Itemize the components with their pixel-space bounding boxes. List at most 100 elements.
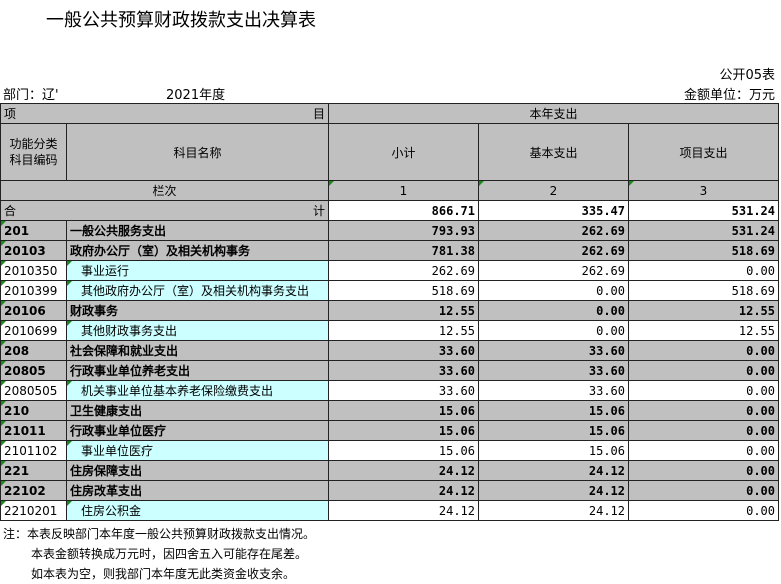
row-basic: 24.12 [478, 500, 629, 521]
row-name: 财政事务 [66, 300, 329, 321]
row-subtotal: 33.60 [328, 360, 479, 381]
header-subject-name: 科目名称 [66, 123, 329, 181]
row-subtotal: 793.93 [328, 220, 479, 241]
row-subtotal: 518.69 [328, 280, 479, 301]
row-basic: 33.60 [478, 340, 629, 361]
row-project: 0.00 [628, 440, 779, 461]
header-xiang: 项 [4, 107, 17, 121]
header-current-year: 本年支出 [328, 103, 779, 124]
table-row: 2080505 机关事业单位基本养老保险缴费支出 33.60 33.60 0.00 [0, 380, 779, 401]
row-basic: 0.00 [478, 320, 629, 341]
row-basic: 0.00 [478, 300, 629, 321]
row-subtotal: 33.60 [328, 380, 479, 401]
header-mu: 目 [312, 107, 325, 121]
row-project: 0.00 [628, 480, 779, 501]
row-project: 0.00 [628, 400, 779, 421]
row-name: 社会保障和就业支出 [66, 340, 329, 361]
table-row: 2010399 其他政府办公厅（室）及相关机构事务支出 518.69 0.00 518.… [0, 280, 779, 301]
row-name: 机关事业单位基本养老保险缴费支出 [66, 380, 329, 401]
row-project: 0.00 [628, 360, 779, 381]
header-subtotal: 小计 [328, 123, 479, 181]
table-row: 20103 政府办公厅（室）及相关机构事务 781.38 262.69 518.69 [0, 240, 779, 261]
table-row: 221 住房保障支出 24.12 24.12 0.00 [0, 460, 779, 481]
row-code: 21011 [0, 420, 67, 441]
row-basic: 262.69 [478, 260, 629, 281]
header-row-2: 功能分类 科目编码 科目名称 小计 基本支出 项目支出 [0, 123, 779, 181]
table-row: 2010699 其他财政事务支出 12.55 0.00 12.55 [0, 320, 779, 341]
row-project: 12.55 [628, 320, 779, 341]
table-row: 20805 行政事业单位养老支出 33.60 33.60 0.00 [0, 360, 779, 381]
row-basic: 0.00 [478, 280, 629, 301]
table-row: 201 一般公共服务支出 793.93 262.69 531.24 [0, 220, 779, 241]
header-row-1: 项 目 本年支出 [0, 103, 779, 124]
row-project: 0.00 [628, 380, 779, 401]
total-project: 531.24 [628, 200, 779, 221]
row-name: 政府办公厅（室）及相关机构事务 [66, 240, 329, 261]
row-project: 0.00 [628, 460, 779, 481]
row-name: 一般公共服务支出 [66, 220, 329, 241]
row-subtotal: 33.60 [328, 340, 479, 361]
row-project: 0.00 [628, 500, 779, 521]
form-number: 公开05表 [719, 68, 775, 83]
row-basic: 24.12 [478, 460, 629, 481]
row-project: 12.55 [628, 300, 779, 321]
row-code: 2210201 [0, 500, 67, 521]
row-code: 208 [0, 340, 67, 361]
column-index-row: 栏次 1 2 3 [0, 180, 779, 201]
page-title: 一般公共预算财政拨款支出决算表 [46, 10, 316, 31]
header-func-code-line1: 功能分类 [9, 137, 58, 151]
col-2: 2 [478, 180, 629, 201]
row-subtotal: 12.55 [328, 320, 479, 341]
row-subtotal: 15.06 [328, 400, 479, 421]
table-row: 2210201 住房公积金 24.12 24.12 0.00 [0, 500, 779, 521]
row-subtotal: 24.12 [328, 460, 479, 481]
row-subtotal: 24.12 [328, 480, 479, 501]
expenditure-table: 项 目 本年支出 功能分类 科目编码 科目名称 小计 基本支出 项目支出 栏次 … [0, 103, 779, 521]
row-code: 20103 [0, 240, 67, 261]
note-line-2: 本表金额转换成万元时，因四舍五入可能存在尾差。 [31, 547, 308, 561]
row-project: 0.00 [628, 420, 779, 441]
total-subtotal: 866.71 [328, 200, 479, 221]
table-row: 2101102 事业单位医疗 15.06 15.06 0.00 [0, 440, 779, 461]
table-row: 20106 财政事务 12.55 0.00 12.55 [0, 300, 779, 321]
row-subtotal: 12.55 [328, 300, 479, 321]
row-code: 221 [0, 460, 67, 481]
row-code: 2010399 [0, 280, 67, 301]
note-line-3: 如本表为空，则我部门本年度无此类资金收支余。 [31, 567, 296, 581]
table-row: 210 卫生健康支出 15.06 15.06 0.00 [0, 400, 779, 421]
row-subtotal: 781.38 [328, 240, 479, 261]
total-he: 合 [4, 204, 17, 218]
notes: 注：本表反映部门本年度一般公共预算财政拨款支出情况。 本表金额转换成万元时，因四… [3, 524, 315, 584]
col-3: 3 [628, 180, 779, 201]
row-project: 0.00 [628, 260, 779, 281]
total-label: 合 计 [0, 200, 329, 221]
table-body: 201 一般公共服务支出 793.93 262.69 531.24 20103 政府办公厅（… [0, 220, 779, 521]
row-name: 其他财政事务支出 [66, 320, 329, 341]
col-label: 栏次 [0, 180, 329, 201]
row-code: 210 [0, 400, 67, 421]
row-code: 20106 [0, 300, 67, 321]
row-name: 住房保障支出 [66, 460, 329, 481]
row-basic: 15.06 [478, 420, 629, 441]
row-basic: 15.06 [478, 440, 629, 461]
row-code: 22102 [0, 480, 67, 501]
row-name: 行政事业单位医疗 [66, 420, 329, 441]
row-name: 事业单位医疗 [66, 440, 329, 461]
row-subtotal: 15.06 [328, 440, 479, 461]
note-line-1: 注：本表反映部门本年度一般公共预算财政拨款支出情况。 [3, 527, 316, 541]
header-project: 项目支出 [628, 123, 779, 181]
row-code: 2010350 [0, 260, 67, 281]
row-basic: 33.60 [478, 360, 629, 381]
header-xiang-mu: 项 目 [0, 103, 329, 124]
header-basic: 基本支出 [478, 123, 629, 181]
row-basic: 33.60 [478, 380, 629, 401]
row-subtotal: 262.69 [328, 260, 479, 281]
row-name: 住房公积金 [66, 500, 329, 521]
header-func-code-line2: 科目编码 [9, 153, 58, 167]
row-code: 201 [0, 220, 67, 241]
row-subtotal: 24.12 [328, 500, 479, 521]
table-row: 22102 住房改革支出 24.12 24.12 0.00 [0, 480, 779, 501]
row-basic: 262.69 [478, 220, 629, 241]
row-basic: 15.06 [478, 400, 629, 421]
total-ji: 计 [312, 204, 325, 218]
